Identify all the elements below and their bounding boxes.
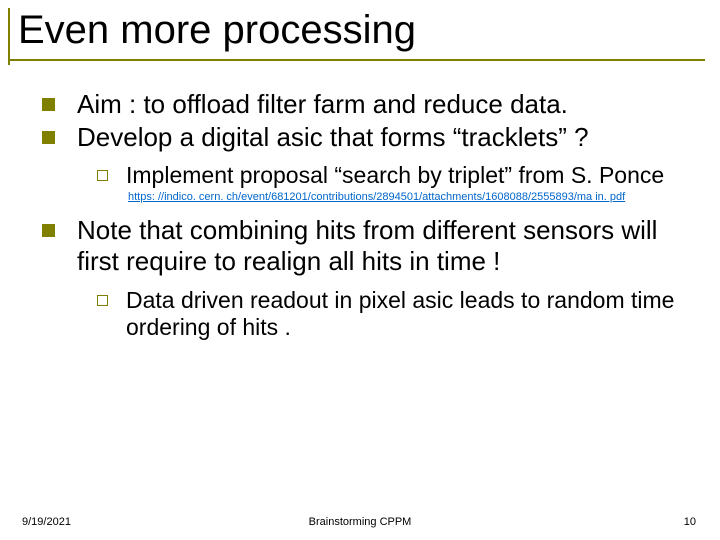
- bullet-text: Develop a digital asic that forms “track…: [77, 122, 589, 153]
- bullet-lvl2: Data driven readout in pixel asic leads …: [97, 287, 690, 341]
- bullet-text: Implement proposal “search by triplet” f…: [126, 162, 664, 189]
- footer-pagenum: 10: [684, 516, 696, 528]
- footer-date: 9/19/2021: [22, 516, 71, 528]
- open-square-bullet-icon: [97, 295, 108, 306]
- bullet-text: Aim : to offload filter farm and reduce …: [77, 89, 568, 120]
- hyperlink[interactable]: https: //indico. cern. ch/event/681201/c…: [128, 191, 690, 205]
- bullet-lvl1: Note that combining hits from different …: [42, 215, 690, 276]
- bullet-lvl2: Implement proposal “search by triplet” f…: [97, 162, 690, 189]
- title-block: Even more processing: [0, 0, 720, 59]
- bullet-lvl1: Aim : to offload filter farm and reduce …: [42, 89, 690, 120]
- footer-center: Brainstorming CPPM: [309, 516, 412, 528]
- slide: Even more processing Aim : to offload fi…: [0, 0, 720, 540]
- open-square-bullet-icon: [97, 170, 108, 181]
- slide-title: Even more processing: [18, 8, 720, 59]
- footer: 9/19/2021 Brainstorming CPPM 10: [0, 516, 720, 528]
- content-area: Aim : to offload filter farm and reduce …: [0, 59, 720, 341]
- bullet-lvl1: Develop a digital asic that forms “track…: [42, 122, 690, 153]
- title-rule-horizontal: [8, 59, 705, 61]
- square-bullet-icon: [42, 131, 55, 144]
- bullet-text: Data driven readout in pixel asic leads …: [126, 287, 690, 341]
- title-rule-vertical: [8, 8, 10, 65]
- square-bullet-icon: [42, 224, 55, 237]
- square-bullet-icon: [42, 98, 55, 111]
- bullet-text: Note that combining hits from different …: [77, 215, 690, 276]
